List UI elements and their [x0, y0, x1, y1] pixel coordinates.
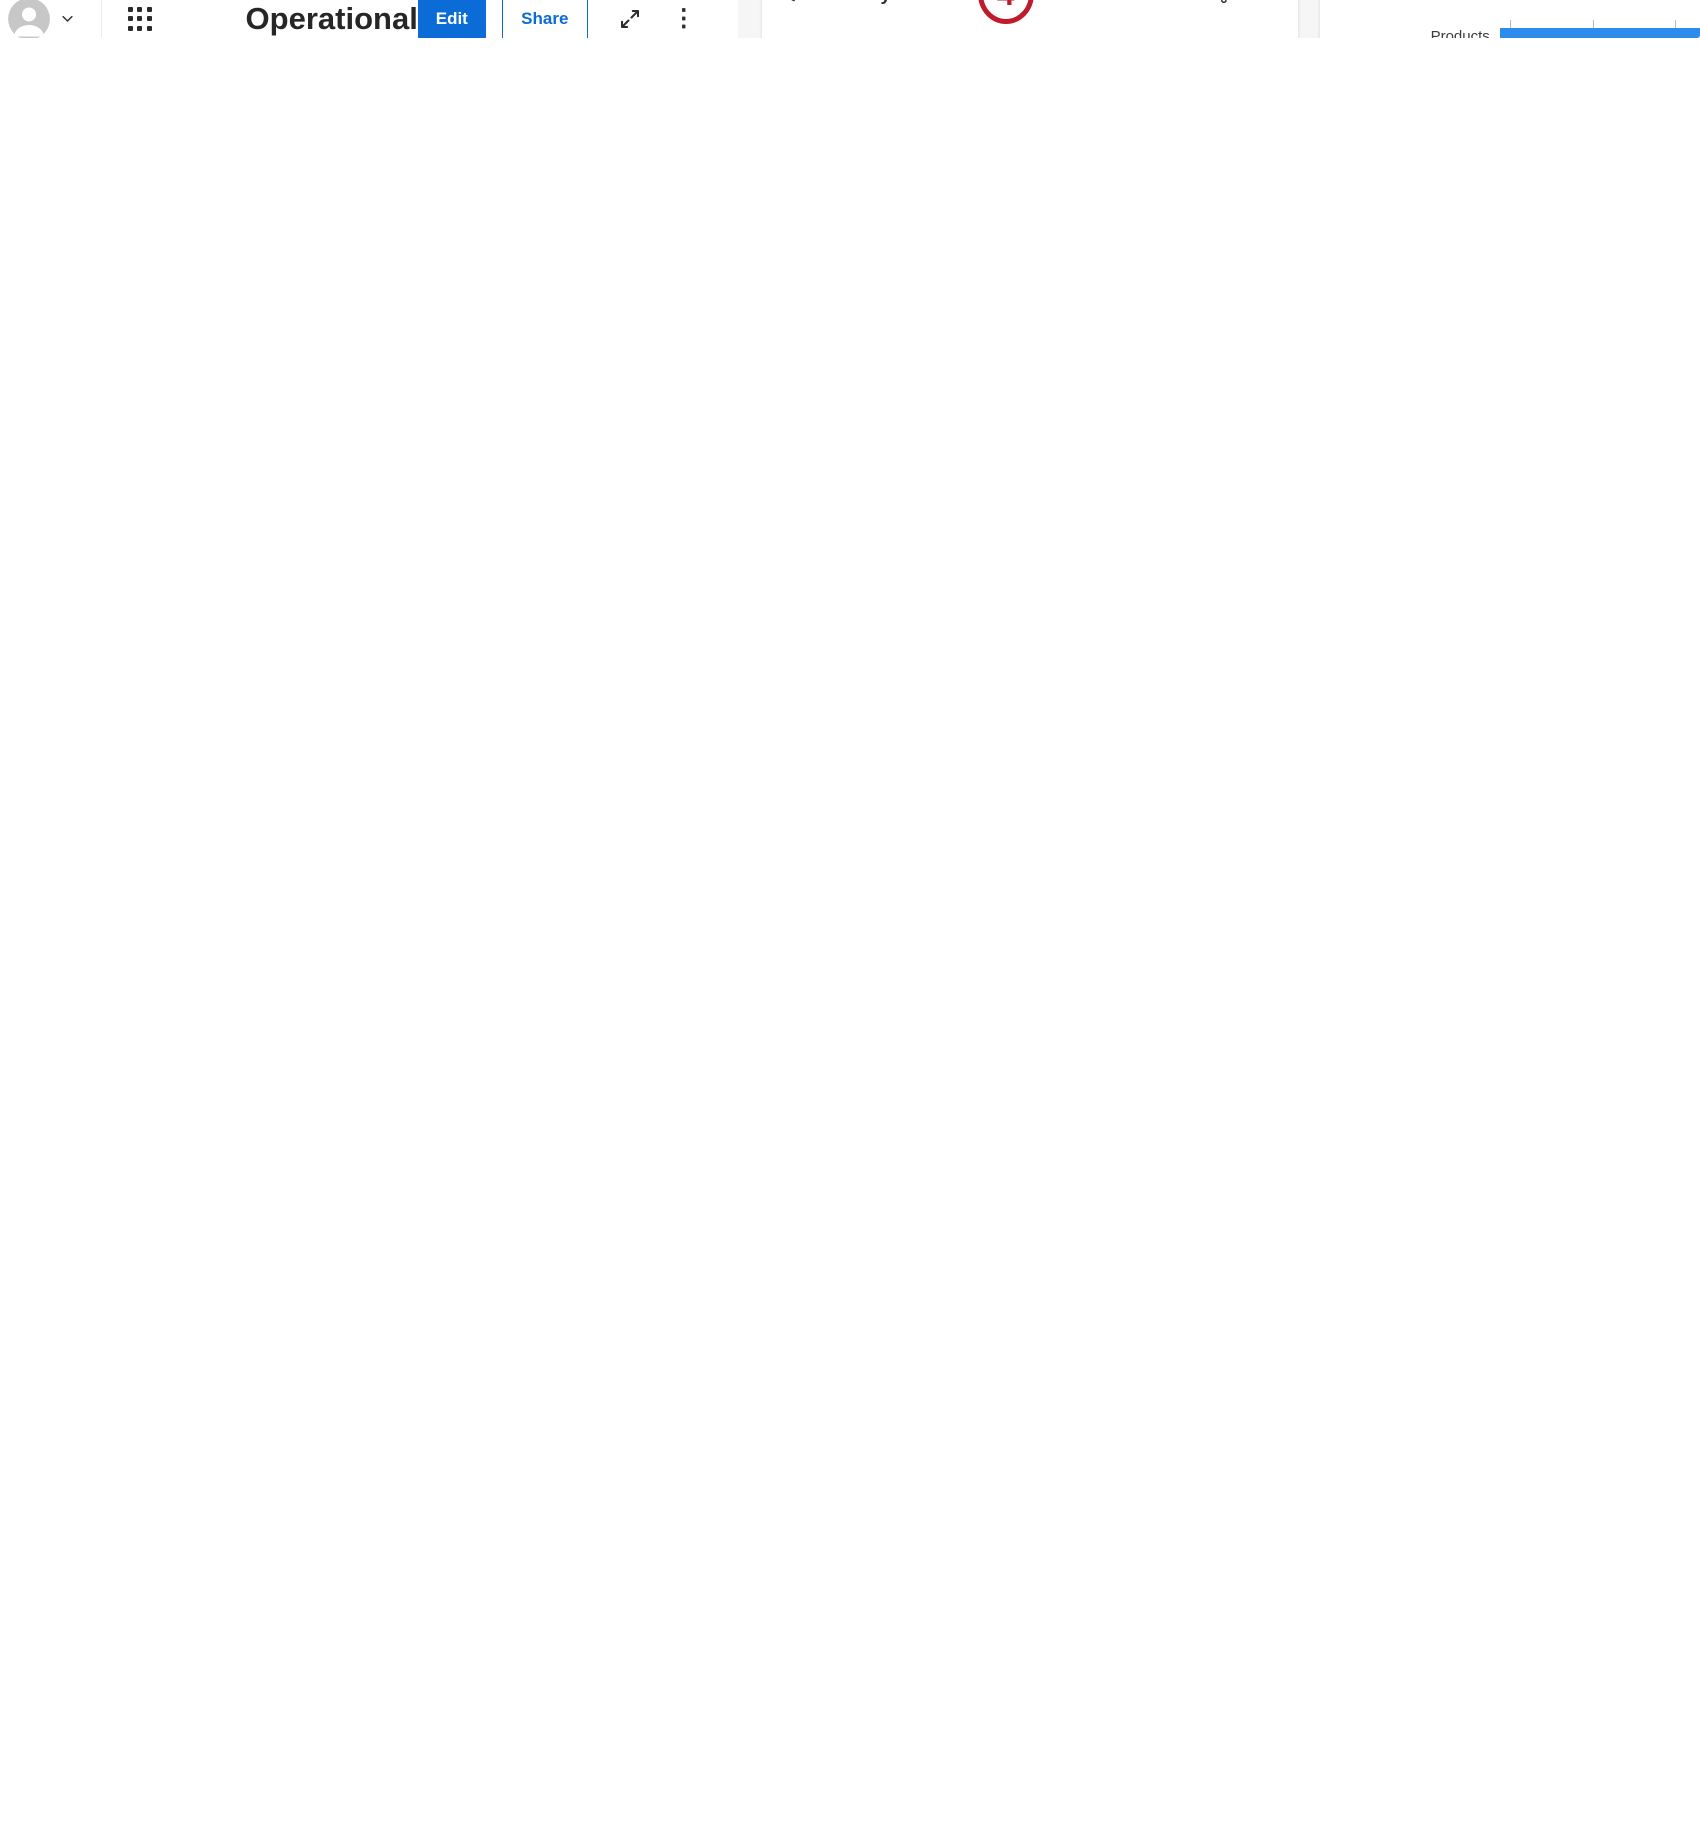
- dashboard-content: Objective: Display key metrics in one pl…: [738, 0, 1700, 38]
- dashboard-page: XM Discover Studio CTRL + K i 1 16: [0, 0, 1700, 38]
- topics-rows: ProductsShopping ExperienceEmployeeStore…: [1340, 20, 1700, 38]
- edit-button[interactable]: Edit: [417, 0, 486, 38]
- topbar-actions: i 1 16: [0, 0, 178, 38]
- widget-menu-icon[interactable]: [1256, 0, 1278, 4]
- card-title: Filter by Flavors: [819, 0, 962, 5]
- annotation-circle-4: 4: [977, 0, 1034, 24]
- bar-Products[interactable]: [1499, 27, 1700, 38]
- filter-icon[interactable]: [782, 0, 803, 5]
- bar-label: Products: [1430, 27, 1490, 39]
- bar-track: [1499, 27, 1700, 38]
- topics-bar-chart: ProductsShopping ExperienceEmployeeStore…: [1340, 20, 1700, 38]
- share-widget-icon[interactable]: [1209, 0, 1230, 5]
- page-title: Treadmade Operational Dashboard: [245, 1, 418, 38]
- topic-explorer-row: Filter by Flavors 4 citrusdairydrinksfru…: [761, 0, 1700, 38]
- card-filter-by-flavors: Filter by Flavors 4 citrusdairydrinksfru…: [761, 0, 1298, 38]
- apps-grid-icon[interactable]: [127, 6, 152, 31]
- account-group[interactable]: [0, 0, 101, 38]
- card-top-topics: Top Topics of Conversation ProductsShopp…: [1319, 0, 1700, 38]
- avatar[interactable]: [7, 0, 50, 38]
- chevron-down-icon[interactable]: [60, 11, 75, 26]
- share-button[interactable]: Share: [501, 0, 588, 38]
- expand-icon[interactable]: [618, 7, 642, 31]
- kebab-menu-icon[interactable]: ⋮: [671, 5, 696, 32]
- apps-group: [100, 0, 178, 38]
- page-header: Treadmade Operational Dashboard Edit Sha…: [203, 0, 738, 38]
- bar-row-Products: Products: [1340, 20, 1700, 38]
- top-bar: XM Discover Studio CTRL + K i 1 16: [0, 0, 204, 38]
